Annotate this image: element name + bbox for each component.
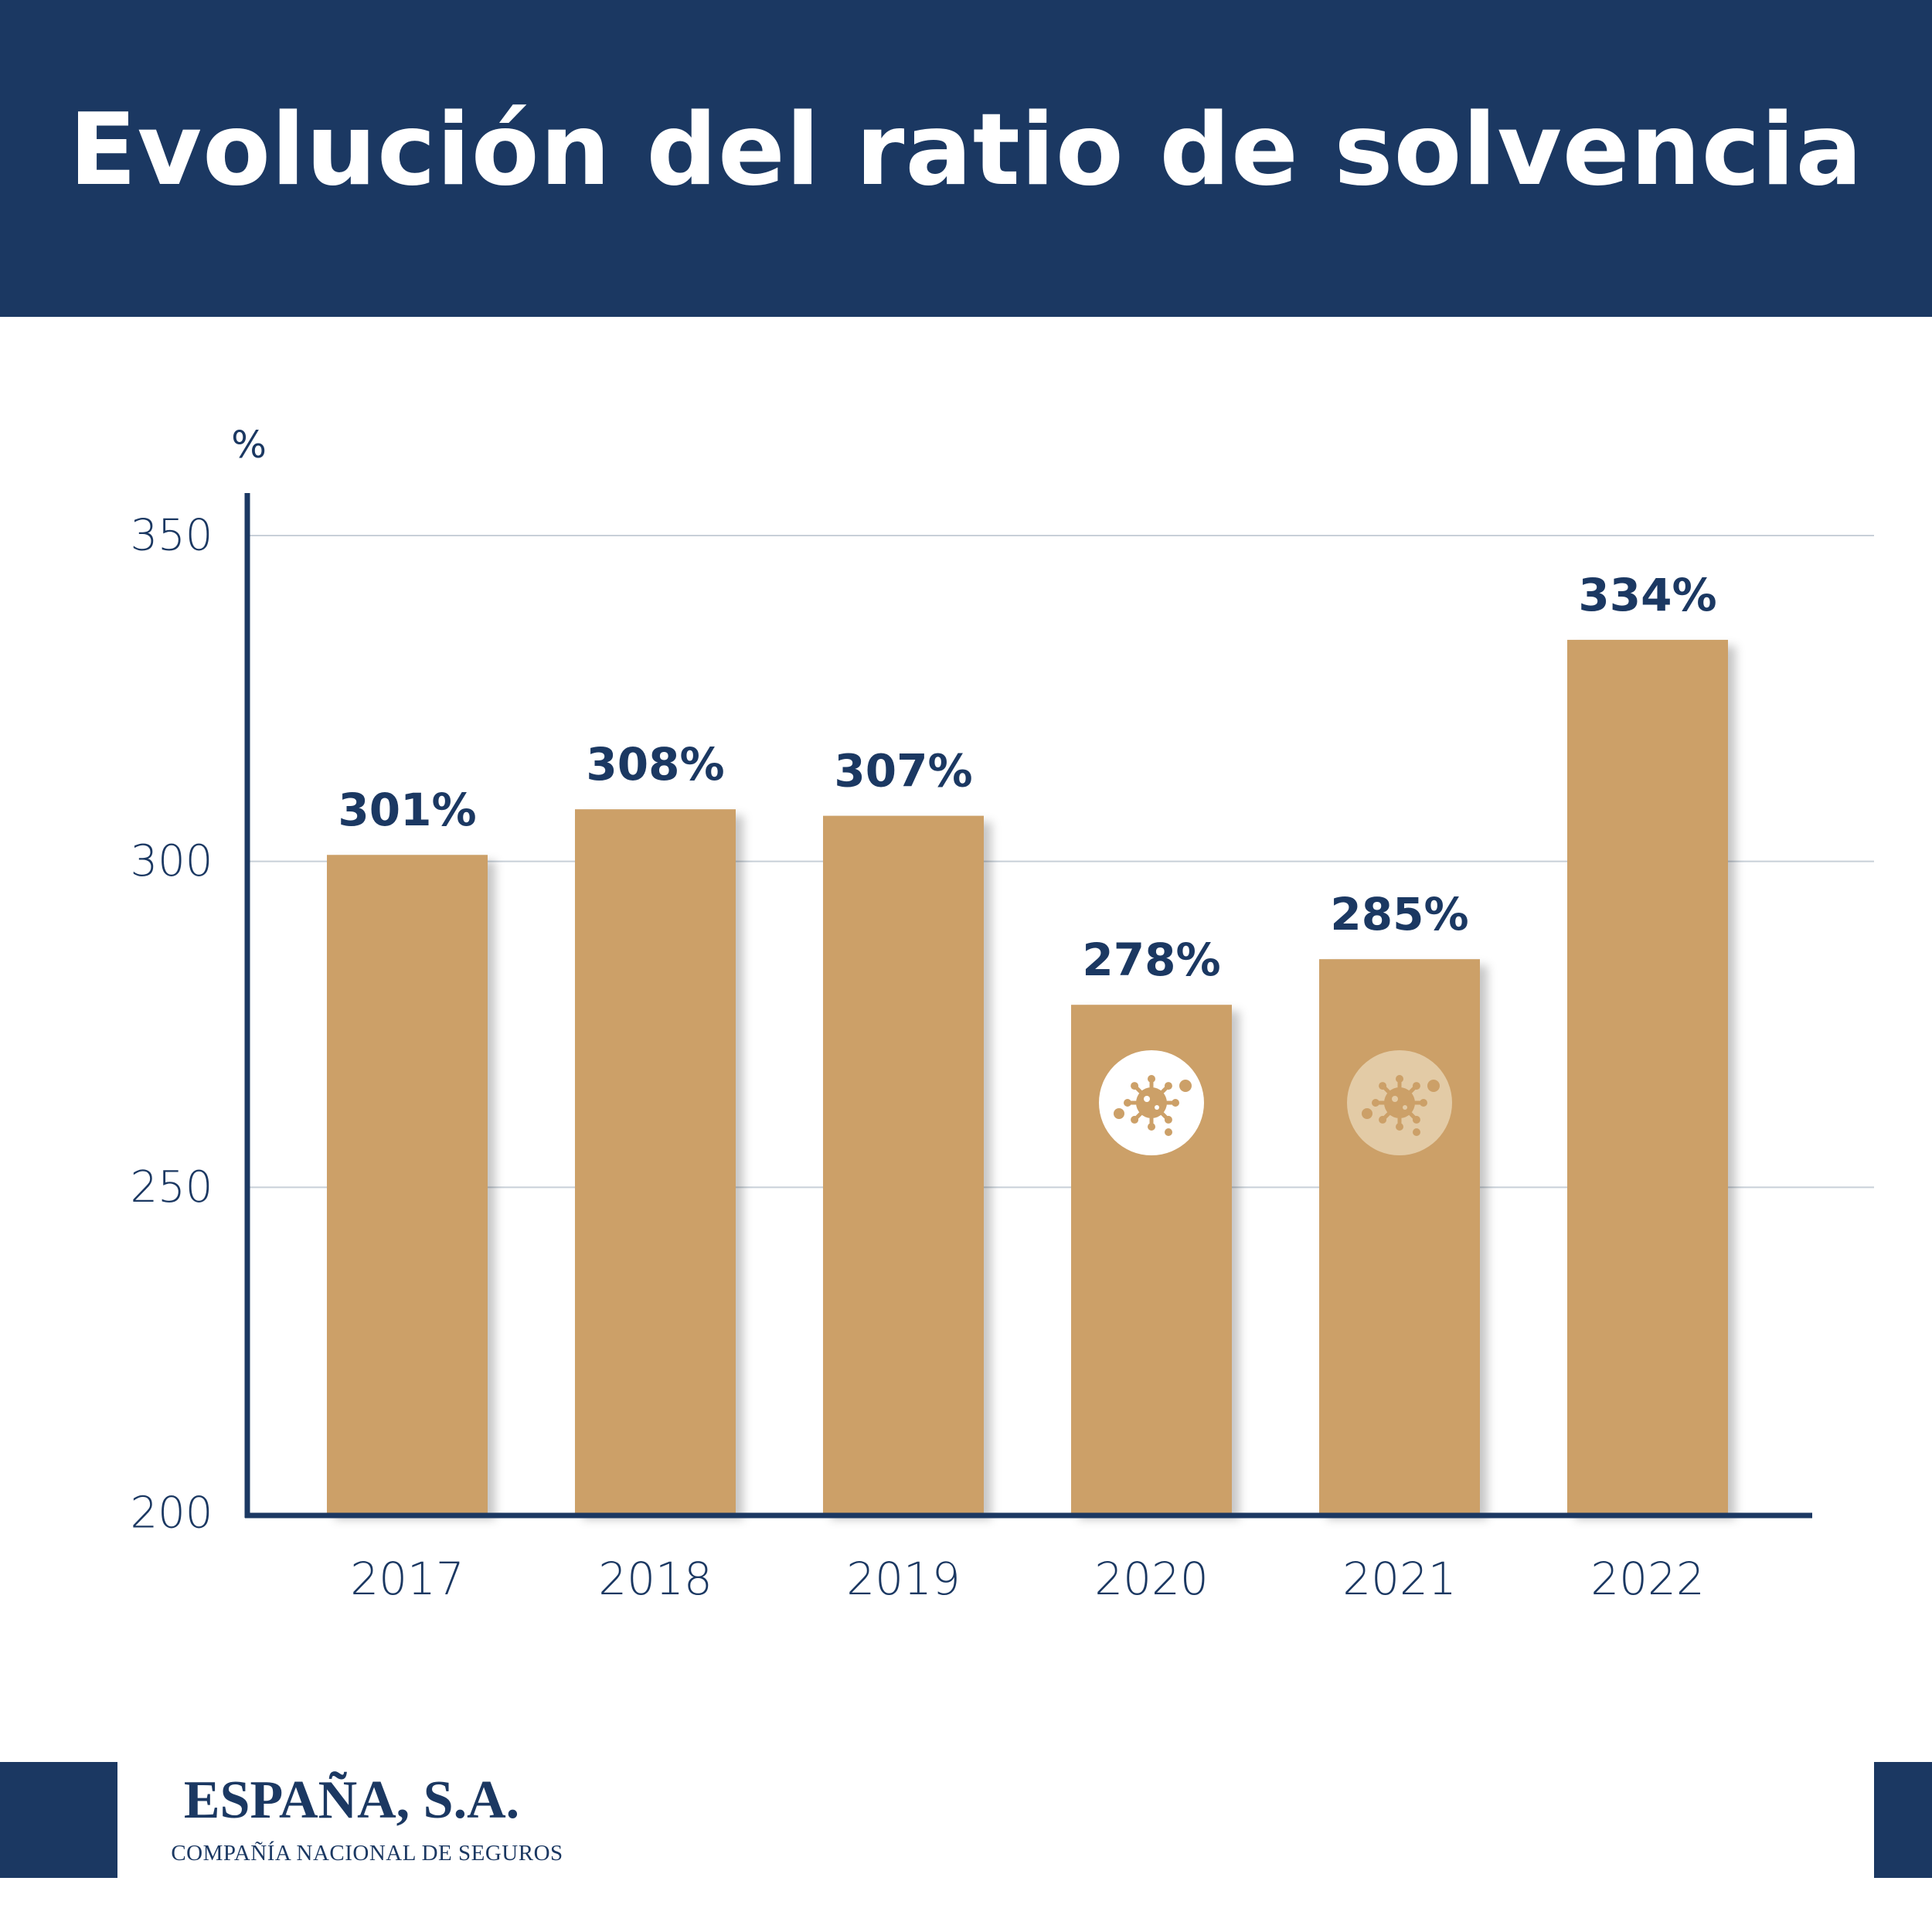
data-label-2021: 285%	[1330, 888, 1468, 940]
data-label-2017: 301%	[338, 784, 476, 836]
y-axis-unit-label: %	[231, 423, 267, 467]
header-banner	[0, 0, 1932, 317]
x-tick-label-2021: 2021	[1342, 1553, 1457, 1605]
x-tick-label-2017: 2017	[350, 1553, 464, 1605]
y-tick-label-250: 250	[131, 1162, 213, 1213]
x-tick-label-2022: 2022	[1590, 1553, 1705, 1605]
footer-block-left	[0, 1762, 117, 1878]
y-tick-label-200: 200	[131, 1488, 213, 1539]
page-title: Evolución del ratio de solvencia	[69, 93, 1863, 208]
data-label-2022: 334%	[1578, 569, 1716, 621]
virus-icon	[1347, 1050, 1452, 1155]
bar-2022	[1567, 639, 1728, 1513]
y-tick-label-350: 350	[131, 511, 213, 561]
solvency-bar-chart: 200 250 300 350% 301% 2017 308% 2018 307% 2019 278…	[131, 423, 1874, 1605]
x-tick-label-2018: 2018	[598, 1553, 713, 1605]
bar-2017	[327, 855, 488, 1513]
company-logo-name: ESPAÑA, S.A.	[183, 1770, 520, 1830]
y-tick-label-300: 300	[131, 836, 213, 886]
bar-2018	[575, 809, 736, 1513]
x-tick-label-2020: 2020	[1094, 1553, 1209, 1605]
footer-block-right	[1874, 1762, 1932, 1878]
data-label-2019: 307%	[834, 745, 972, 798]
x-tick-label-2019: 2019	[846, 1553, 961, 1605]
virus-icon-glyph	[1362, 1075, 1440, 1136]
bar-2019	[823, 815, 984, 1513]
data-label-2020: 278%	[1082, 934, 1220, 986]
virus-icon-glyph	[1114, 1075, 1192, 1136]
company-logo-subtitle: COMPAÑÍA NACIONAL DE SEGUROS	[171, 1841, 563, 1866]
data-label-2018: 308%	[586, 738, 724, 791]
virus-icon	[1099, 1050, 1204, 1155]
bar-2021	[1319, 959, 1480, 1513]
